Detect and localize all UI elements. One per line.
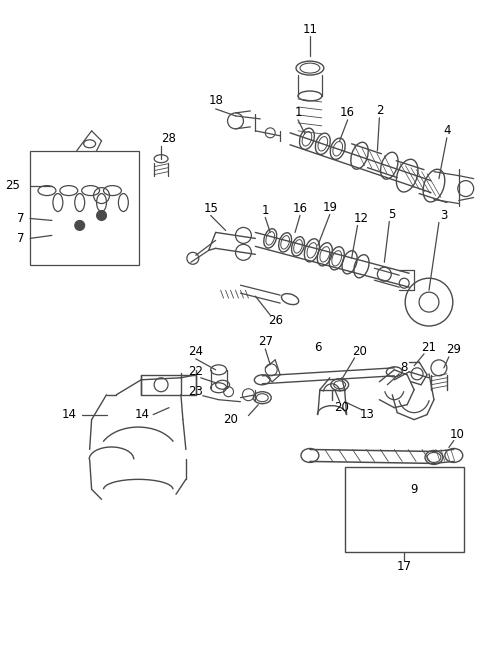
Text: 15: 15: [203, 202, 218, 215]
Text: 10: 10: [449, 428, 464, 441]
Bar: [30, 151, 139, 265]
Text: 7: 7: [17, 212, 24, 225]
Text: 20: 20: [223, 413, 238, 426]
Text: 29: 29: [446, 343, 461, 356]
Text: 2: 2: [376, 104, 383, 117]
Bar: [141, 375, 196, 395]
Text: 16: 16: [292, 202, 308, 215]
Text: 16: 16: [340, 106, 355, 119]
Text: 12: 12: [354, 212, 369, 225]
Text: 21: 21: [421, 341, 436, 354]
Text: 20: 20: [334, 401, 349, 414]
Text: 27: 27: [258, 335, 273, 348]
Text: 17: 17: [396, 560, 412, 573]
Text: 20: 20: [352, 346, 367, 358]
Text: 8: 8: [400, 361, 408, 375]
Text: 7: 7: [17, 232, 24, 245]
Text: 28: 28: [162, 133, 177, 146]
Text: 1: 1: [294, 106, 302, 119]
Circle shape: [96, 211, 107, 220]
Text: 5: 5: [389, 208, 396, 221]
Text: 14: 14: [62, 408, 77, 421]
Text: 23: 23: [188, 385, 203, 398]
Text: 18: 18: [208, 94, 223, 108]
Circle shape: [75, 220, 84, 230]
Text: 25: 25: [5, 179, 20, 192]
Text: 3: 3: [440, 209, 447, 222]
Text: 26: 26: [268, 314, 283, 327]
Bar: [345, 468, 464, 552]
Text: 11: 11: [302, 23, 317, 36]
Text: 22: 22: [188, 365, 204, 379]
Text: 6: 6: [314, 341, 322, 354]
Text: 19: 19: [322, 201, 337, 214]
Text: 14: 14: [134, 408, 149, 421]
Text: 4: 4: [443, 125, 451, 137]
Text: 9: 9: [410, 483, 418, 496]
Text: 13: 13: [360, 408, 375, 421]
Text: 24: 24: [188, 346, 204, 358]
Text: 1: 1: [262, 204, 269, 217]
